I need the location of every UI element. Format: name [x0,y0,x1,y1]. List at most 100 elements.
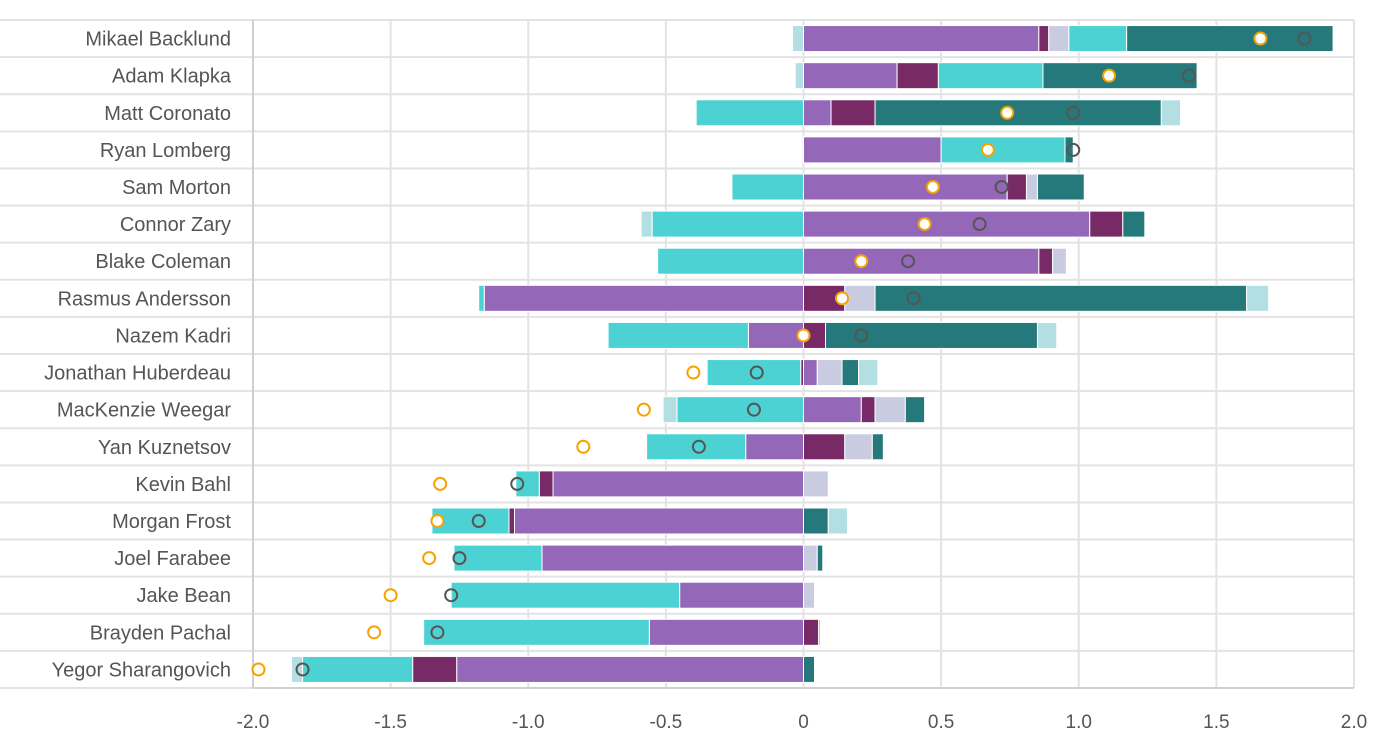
bar-segment-purple [803,136,942,164]
x-tick-label: 1.0 [1066,712,1092,733]
bar-segment-purple [803,210,1091,238]
bar-segment-cyan [706,359,802,387]
bar-segment-purple [803,247,1040,275]
orange-marker [430,514,445,528]
bar-segment-lavender [816,359,843,387]
row-label: Morgan Frost [112,511,231,533]
gray-marker [972,217,987,232]
x-tick-label: 0 [798,712,809,733]
gray-marker [906,291,921,306]
bar-segment-lightteal [640,210,653,238]
bar-segment-purple [679,581,805,609]
bar-segment-lightteal [794,62,804,90]
bar-segment-purple [747,321,805,349]
bar-segment-teal [1064,136,1074,164]
gray-marker [1181,68,1196,83]
bar-segment-purple [803,25,1040,53]
gray-marker [901,254,916,269]
bar-segment-magenta [538,470,554,498]
gray-marker [295,662,310,677]
orange-marker [835,291,850,306]
bar-segment-cyan [1068,25,1128,53]
row-label: Rasmus Andersson [58,288,231,310]
orange-marker [636,402,651,417]
row-label: Matt Coronato [104,103,231,125]
bars [291,25,1334,683]
row-label: Mikael Backlund [85,29,231,51]
bar-segment-magenta [803,284,846,312]
bar-segment-lavender [844,284,876,312]
bar-segment-cyan [657,247,804,275]
orange-marker [367,625,382,640]
orange-marker [917,217,932,232]
x-tick-label: 2.0 [1341,712,1367,733]
row-labels: Mikael Backlund Adam Klapka Matt Coronato R… [44,29,232,682]
bar-segment-teal [1122,210,1146,238]
orange-marker [854,254,869,269]
bar-segment-cyan [515,470,540,498]
bar-segment-purple [803,99,832,127]
bar-segment-magenta [803,433,846,461]
bar-segment-cyan [453,544,543,572]
bar-segment-purple [552,470,805,498]
row-label: Ryan Lomberg [100,140,231,162]
orange-marker [576,439,591,454]
row-label: Sam Morton [122,177,231,199]
grid [0,19,1355,689]
bar-segment-magenta [896,62,939,90]
bar-segment-cyan [607,321,749,349]
bar-segment-purple [803,396,862,424]
orange-marker [686,365,701,380]
bar-segment-purple [648,618,804,646]
bar-segment-cyan [302,655,414,683]
x-tick-label: -1.5 [374,712,407,733]
orange-marker [796,328,811,343]
gray-marker [510,476,525,491]
bar-segment-magenta [803,618,820,646]
bar-segment-teal [874,284,1248,312]
bar-segment-teal [841,359,860,387]
bar-segment-teal [803,655,816,683]
gray-marker [691,439,706,454]
gray-marker [1297,31,1312,46]
gray-marker [749,365,764,380]
bar-segment-teal [904,396,926,424]
bar-segment-magenta [1038,247,1054,275]
row-label: Blake Coleman [95,251,231,273]
x-tick-label: 1.5 [1203,712,1229,733]
bar-segment-purple [456,655,804,683]
gray-marker [471,514,486,528]
bar-segment-cyan [676,396,805,424]
bar-segment-lavender [844,433,873,461]
bar-segment-purple [803,173,1008,201]
bar-segment-lavender [803,581,816,609]
orange-marker [925,180,940,194]
bar-segment-lightteal [827,507,849,535]
bar-segment-lightteal [662,396,678,424]
bar-segment-cyan [423,618,650,646]
bar-segment-cyan [940,136,1066,164]
bar-segment-cyan [651,210,804,238]
bar-segment-cyan [937,62,1044,90]
bar-segment-purple [541,544,804,572]
bar-segment-magenta [830,99,876,127]
bar-segment-teal [1036,173,1085,201]
orange-marker [980,142,995,157]
bar-segment-cyan [431,507,510,535]
bar-segment-lightteal [1036,321,1058,349]
row-label: Jonathan Huberdeau [44,363,231,385]
bar-segment-cyan [450,581,681,609]
bar-segment-magenta [1038,25,1050,53]
markers [251,31,1312,677]
bar-segment-lavender [874,396,906,424]
bar-segment-teal [1126,25,1334,53]
bar-segment-teal [825,321,1038,349]
row-label: Nazem Kadri [115,325,231,347]
bar-segment-cyan [731,173,804,201]
bar-segment-teal [874,99,1162,127]
bar-segment-teal [816,544,824,572]
bar-segment-teal [871,433,884,461]
bar-segment-lavender [1025,173,1038,201]
bar-segment-lightteal [858,359,879,387]
